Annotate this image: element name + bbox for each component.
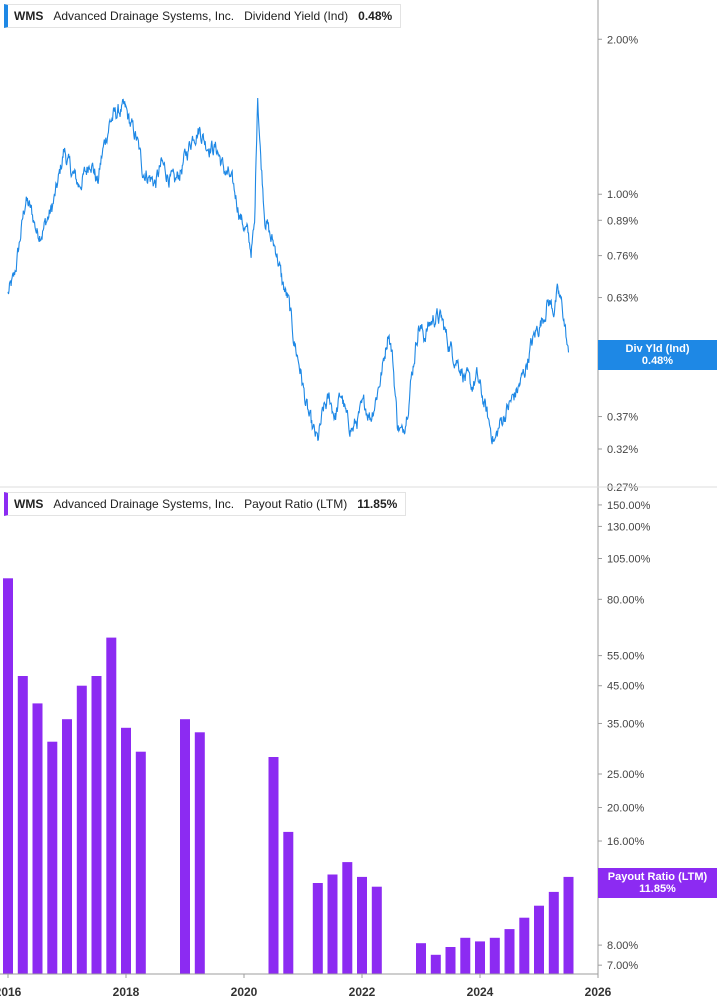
x-tick-label: 2026 [585, 985, 612, 999]
yield-tick-label: 1.00% [607, 189, 638, 201]
x-tick-label: 2022 [349, 985, 376, 999]
legend-value: 0.48% [358, 9, 393, 23]
payout-ratio-value-tag: Payout Ratio (LTM) 11.85% [598, 868, 717, 898]
payout-tick-label: 25.00% [607, 769, 645, 781]
payout-bar [180, 719, 190, 974]
payout-bar [17, 676, 28, 974]
payout-bar [489, 937, 500, 974]
payout-bar [416, 943, 426, 974]
yield-tick-label: 2.00% [607, 34, 638, 46]
payout-tick-label: 16.00% [607, 836, 645, 848]
payout-bar [47, 741, 58, 974]
payout-bar [357, 876, 367, 974]
payout-bar [76, 685, 87, 974]
yield-axis: 2.00% 1.00% 0.89% 0.76% 0.63% 0.37% 0.32% 0.27% [598, 34, 638, 494]
payout-bar [194, 732, 205, 974]
payout-bar [548, 891, 559, 974]
payout-bar [504, 929, 515, 974]
legend-metric: Payout Ratio (LTM) [244, 497, 348, 511]
payout-bar [460, 937, 471, 974]
payout-bar [91, 676, 102, 974]
payout-bar [342, 862, 353, 974]
tag-value: 0.48% [641, 355, 674, 367]
legend-company: Advanced Drainage Systems, Inc. [53, 497, 235, 511]
payout-bar [371, 886, 382, 974]
tag-value: 11.85% [639, 883, 676, 895]
payout-bars [3, 578, 574, 974]
payout-tick-label: 8.00% [607, 940, 638, 952]
payout-tick-label: 45.00% [607, 681, 645, 693]
legend-ticker: WMS [14, 9, 44, 23]
tag-label: Div Yld (Ind) [625, 343, 690, 355]
yield-tick-label: 0.76% [607, 251, 638, 263]
legend-company: Advanced Drainage Systems, Inc. [53, 9, 235, 23]
yield-tick-label: 0.89% [607, 215, 638, 227]
payout-bar [534, 905, 544, 974]
payout-bar [283, 831, 294, 974]
yield-tick-label: 0.27% [607, 482, 638, 494]
payout-tick-label: 150.00% [607, 500, 651, 512]
payout-bar [430, 954, 441, 974]
legend-metric: Dividend Yield (Ind) [244, 9, 349, 23]
payout-bar [268, 757, 279, 974]
x-axis: 2016 2018 2020 2022 2024 2026 [0, 973, 612, 999]
payout-axis: 150.00% 130.00% 105.00% 80.00% 55.00% 45.00% 3… [598, 500, 651, 972]
payout-bar [519, 917, 530, 974]
x-tick-label: 2020 [231, 985, 258, 999]
payout-bar [62, 719, 72, 974]
payout-ratio-legend: WMS Advanced Drainage Systems, Inc. Payo… [4, 492, 407, 516]
payout-tick-label: 55.00% [607, 651, 645, 663]
payout-bar [475, 941, 485, 974]
payout-bar [3, 578, 13, 974]
payout-bar [121, 727, 131, 974]
payout-bar [312, 883, 323, 974]
payout-tick-label: 80.00% [607, 594, 645, 606]
legend-value: 11.85% [357, 497, 398, 511]
yield-tick-label: 0.37% [607, 412, 638, 424]
yield-tick-label: 0.63% [607, 293, 638, 305]
payout-bar [32, 703, 43, 974]
payout-bar [135, 751, 146, 974]
payout-tick-label: 20.00% [607, 803, 645, 815]
dividend-yield-line [7, 97, 570, 445]
payout-tick-label: 105.00% [607, 553, 651, 565]
yield-tick-label: 0.32% [607, 444, 638, 456]
legend-ticker: WMS [14, 497, 44, 511]
dividend-yield-legend: WMS Advanced Drainage Systems, Inc. Divi… [4, 4, 402, 28]
tag-label: Payout Ratio (LTM) [607, 871, 708, 883]
payout-bar [563, 876, 574, 974]
payout-bar [445, 947, 456, 974]
x-tick-label: 2016 [0, 985, 22, 999]
payout-bar [327, 874, 338, 974]
dividend-yield-value-tag: Div Yld (Ind) 0.48% [598, 340, 717, 370]
x-tick-label: 2018 [113, 985, 140, 999]
payout-bar [106, 637, 117, 974]
payout-tick-label: 130.00% [607, 521, 651, 533]
payout-tick-label: 35.00% [607, 718, 645, 730]
x-tick-label: 2024 [467, 985, 494, 999]
payout-tick-label: 7.00% [607, 960, 638, 972]
